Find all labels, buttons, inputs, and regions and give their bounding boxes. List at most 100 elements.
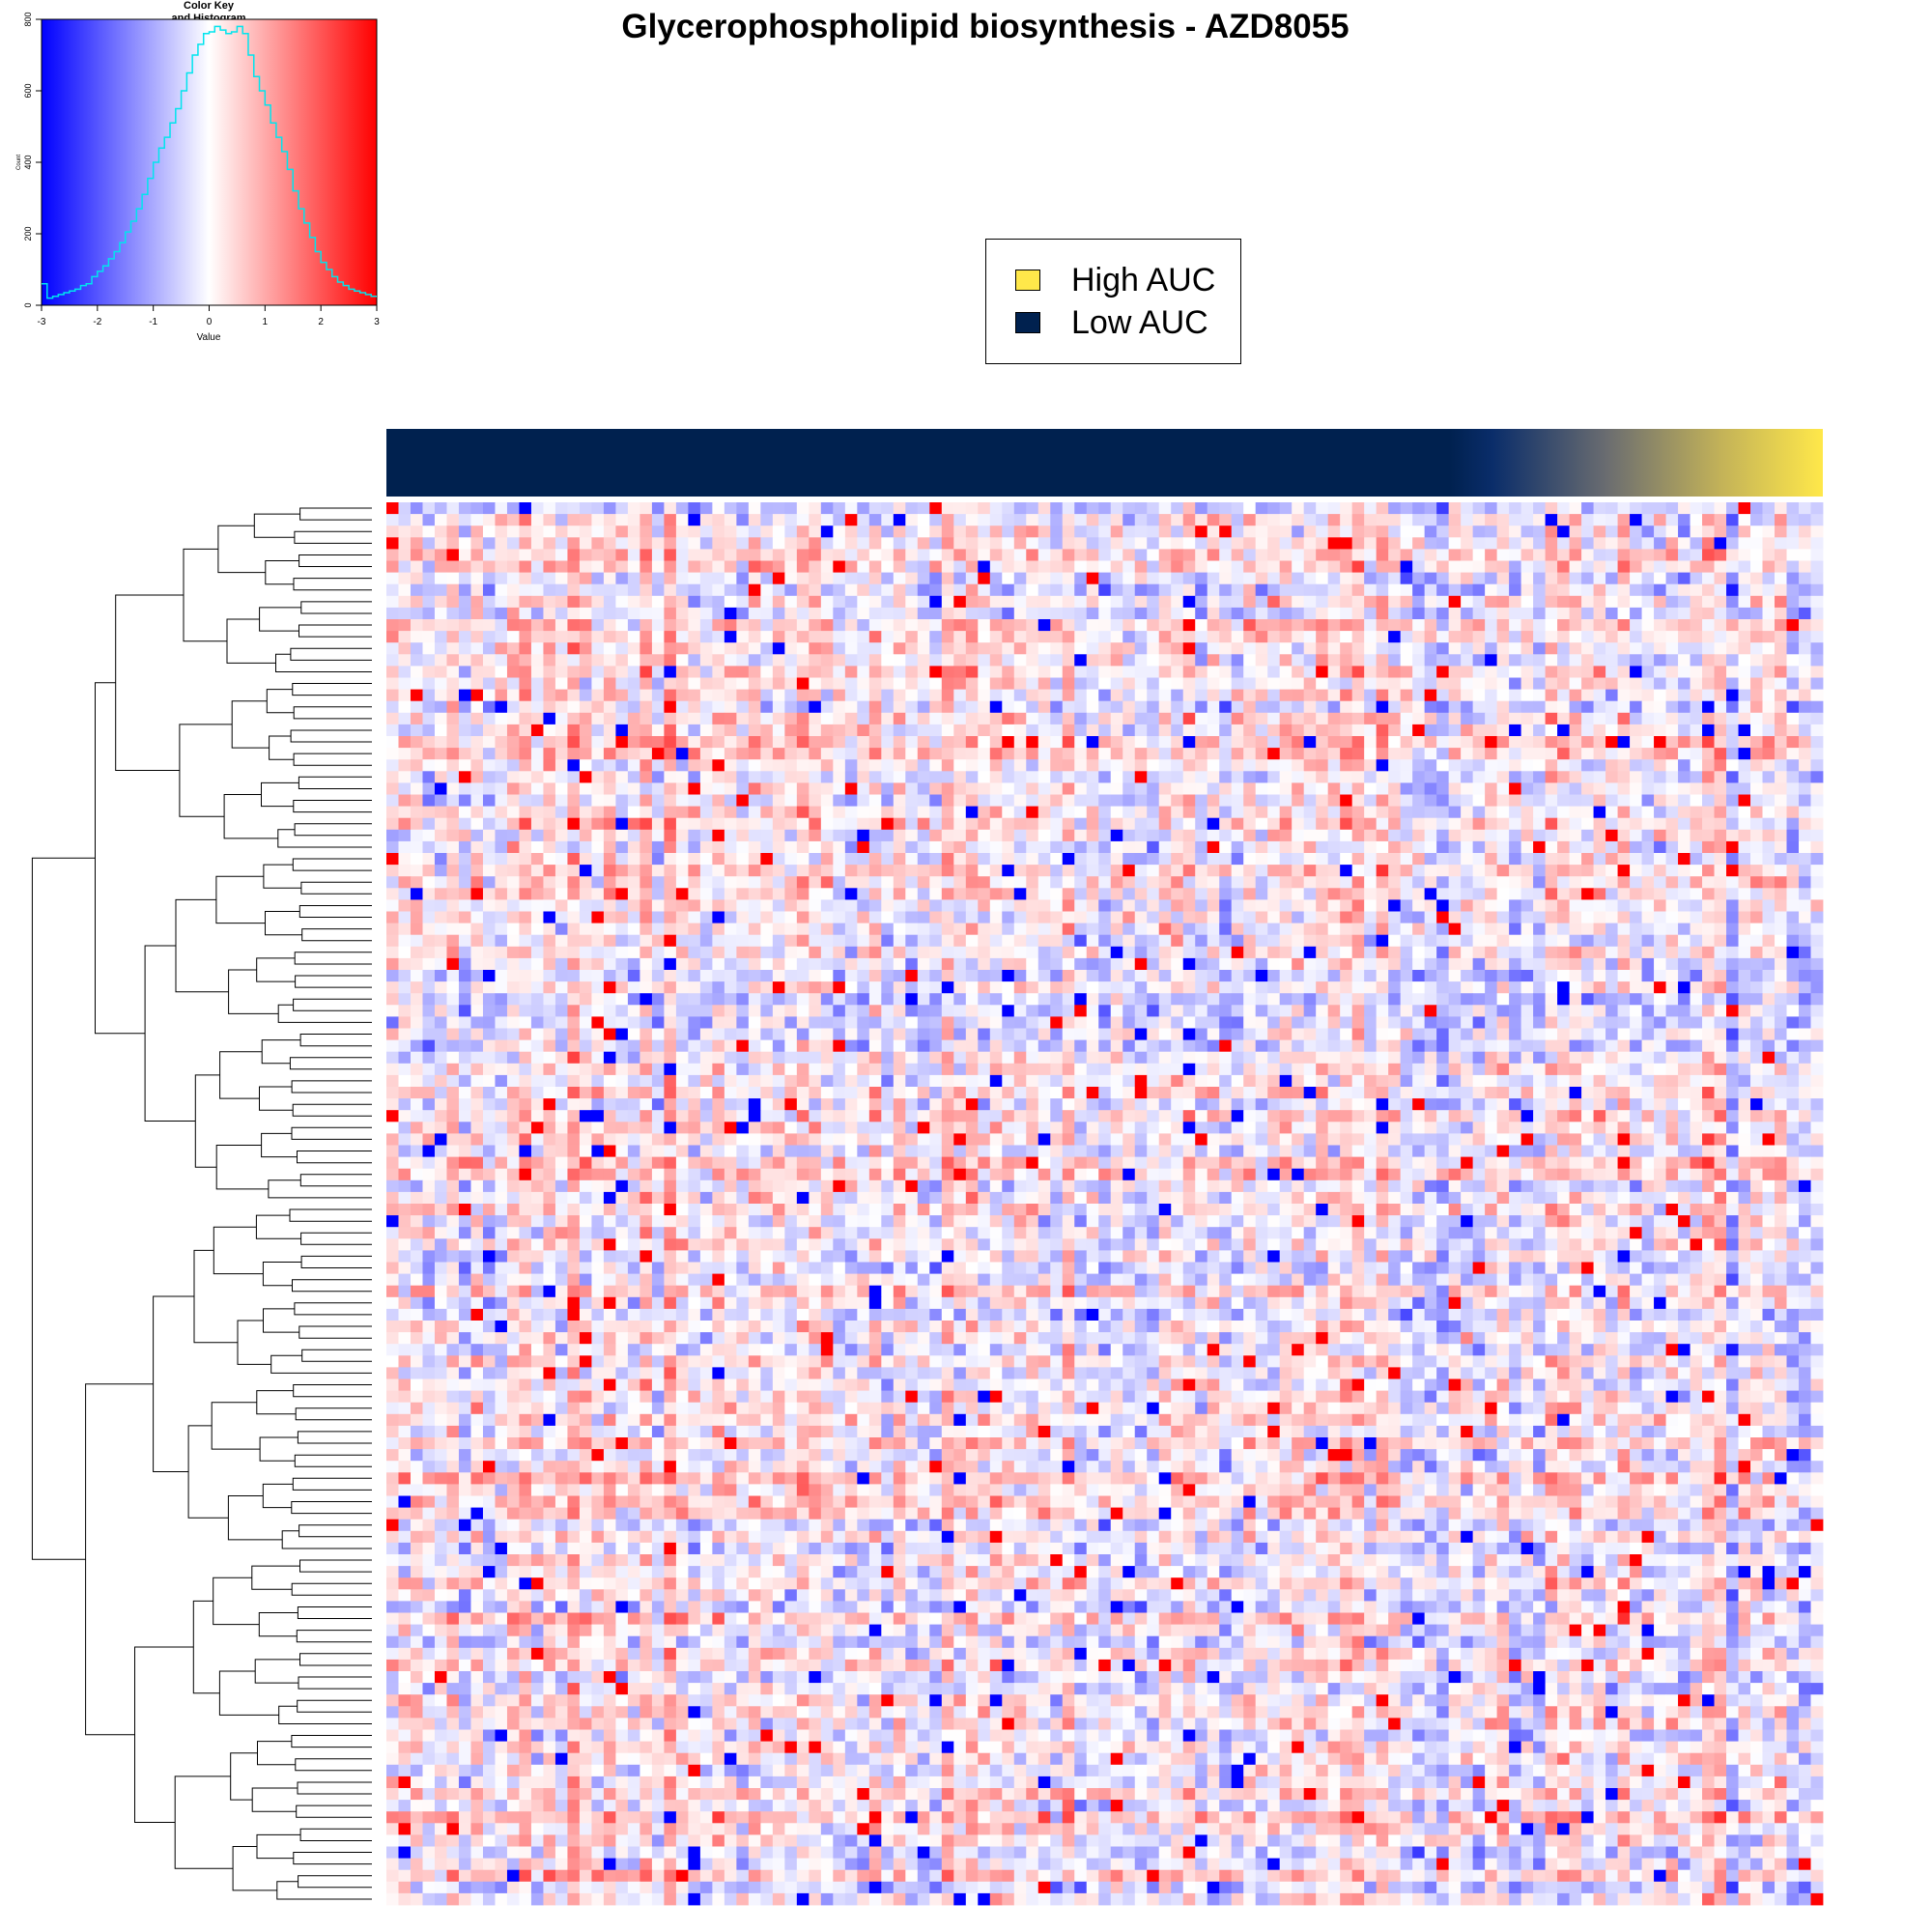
heatmap-cell (1762, 700, 1776, 714)
heatmap-cell (1799, 970, 1811, 982)
heatmap-cell (688, 560, 701, 573)
heatmap-cell (519, 829, 532, 842)
heatmap-cell (1340, 934, 1353, 948)
heatmap-cell (554, 981, 568, 994)
heatmap-cell (857, 560, 870, 573)
heatmap-cell (664, 712, 677, 725)
heatmap-cell (579, 560, 592, 573)
heatmap-cell (1714, 666, 1727, 678)
heatmap-cell (639, 876, 653, 889)
heatmap-cell (1593, 829, 1606, 842)
heatmap-cell (386, 829, 399, 842)
heatmap-cell (1327, 853, 1341, 866)
heatmap-cell (1641, 583, 1655, 597)
heatmap-cell (446, 911, 460, 923)
heatmap-cell (386, 899, 399, 912)
heatmap-cell (1617, 619, 1631, 632)
heatmap-cell (1448, 526, 1462, 538)
heatmap-cell (1255, 946, 1268, 959)
heatmap-cell (1799, 677, 1811, 690)
heatmap-cell (941, 689, 954, 702)
heatmap-cell (1472, 689, 1486, 702)
heatmap-cell (1569, 911, 1582, 923)
heatmap-cell (868, 712, 882, 725)
heatmap-cell (857, 666, 870, 678)
heatmap-cell (1388, 712, 1402, 725)
heatmap-cell (905, 911, 919, 923)
heatmap-cell (1496, 526, 1510, 538)
heatmap-cell (1171, 572, 1184, 585)
heatmap-cell (1665, 946, 1679, 959)
heatmap-cell (699, 981, 713, 994)
heatmap-cell (1436, 840, 1450, 854)
heatmap-cell (519, 666, 532, 678)
heatmap-cell (844, 724, 858, 737)
heatmap-cell (422, 957, 436, 971)
heatmap-cell (1786, 514, 1800, 526)
heatmap-cell (1496, 572, 1510, 585)
heatmap-cell (736, 853, 750, 866)
heatmap-cell (530, 806, 544, 819)
heatmap-cell (1436, 654, 1450, 667)
heatmap-cell (712, 806, 725, 819)
heatmap-cell (1557, 771, 1570, 783)
heatmap-cell (857, 899, 870, 912)
heatmap-cell (1171, 514, 1184, 526)
heatmap-cell (1098, 748, 1112, 760)
heatmap-cell (651, 794, 665, 807)
heatmap-cell (736, 888, 750, 900)
heatmap-cell (1448, 583, 1462, 597)
heatmap-cell (1195, 794, 1208, 807)
heatmap-cell (1231, 817, 1244, 831)
heatmap-cell (1520, 970, 1534, 982)
heatmap-cell (675, 911, 689, 923)
heatmap-cell (386, 537, 399, 550)
heatmap-cell (1786, 923, 1800, 936)
heatmap-cell (760, 748, 774, 760)
heatmap-cell (1775, 619, 1787, 632)
heatmap-cell (989, 677, 1003, 690)
heatmap-cell (664, 560, 677, 573)
heatmap-cell (1013, 595, 1027, 609)
heatmap-cell (688, 502, 701, 515)
heatmap-cell (1279, 806, 1293, 819)
heatmap-cell (978, 537, 991, 550)
heatmap-cell (1134, 748, 1148, 760)
heatmap-cell (579, 840, 592, 854)
heatmap-cell (1605, 957, 1618, 971)
heatmap-cell (567, 607, 581, 620)
heatmap-cell (868, 619, 882, 632)
heatmap-cell (1509, 642, 1522, 655)
heatmap-cell (1158, 794, 1172, 807)
heatmap-cell (1037, 537, 1051, 550)
heatmap-cell (1436, 642, 1450, 655)
heatmap-cell (1292, 923, 1305, 936)
heatmap-cell (1074, 981, 1088, 994)
heatmap-cell (1775, 549, 1787, 561)
heatmap-cell (1617, 631, 1631, 643)
heatmap-cell (519, 677, 532, 690)
heatmap-cell (1762, 537, 1776, 550)
heatmap-cell (1702, 514, 1715, 526)
heatmap-cell (1762, 560, 1776, 573)
heatmap-cell (1376, 771, 1389, 783)
heatmap-cell (482, 923, 496, 936)
heatmap-cell (1617, 549, 1631, 561)
heatmap-cell (1074, 899, 1088, 912)
heatmap-cell (1376, 724, 1389, 737)
heatmap-cell (1605, 736, 1618, 749)
heatmap-cell (748, 957, 761, 971)
heatmap-cell (675, 840, 689, 854)
heatmap-cell (495, 771, 508, 783)
heatmap-cell (809, 724, 822, 737)
heatmap-cell (482, 560, 496, 573)
heatmap-cell (446, 642, 460, 655)
heatmap-cell (675, 549, 689, 561)
heatmap-cell (603, 654, 616, 667)
heatmap-cell (844, 607, 858, 620)
heatmap-cell (651, 526, 665, 538)
heatmap-cell (1448, 654, 1462, 667)
heatmap-cell (760, 619, 774, 632)
heatmap-cell (1678, 712, 1690, 725)
heatmap-cell (470, 549, 484, 561)
